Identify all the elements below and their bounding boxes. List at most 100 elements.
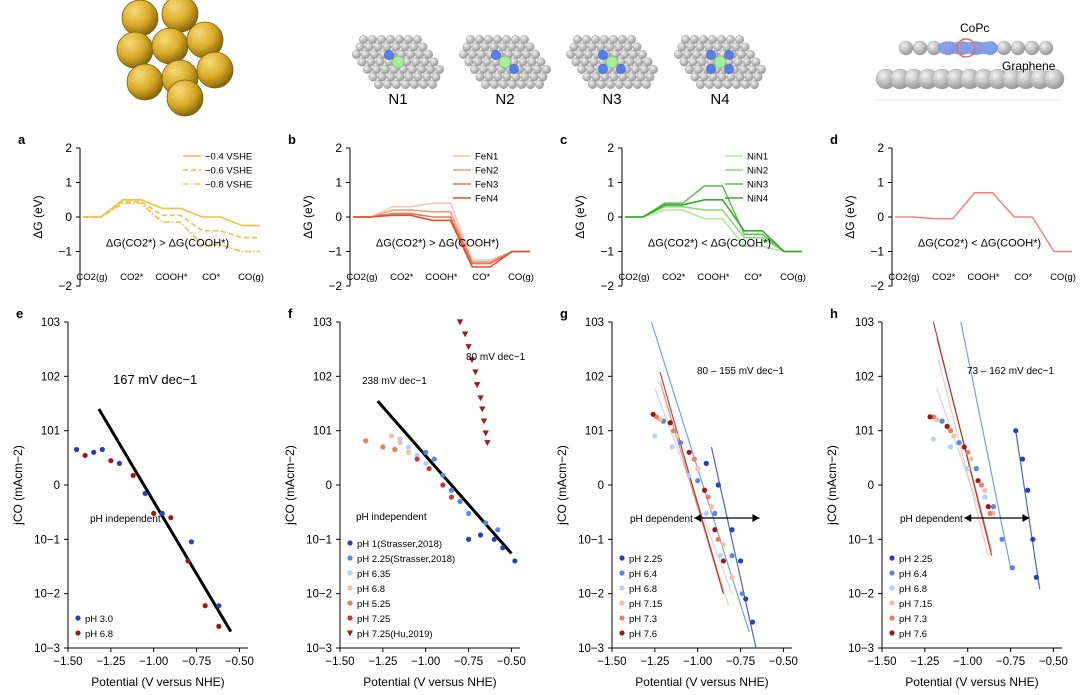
y-tick-label: 10−1 bbox=[848, 534, 874, 546]
y-tick-label: 102 bbox=[313, 371, 332, 383]
carbon-atom bbox=[522, 50, 531, 59]
carbon-atom bbox=[681, 35, 690, 44]
y-tick-label: −2 bbox=[328, 279, 342, 293]
carbon-atom bbox=[714, 80, 723, 89]
legend-marker bbox=[347, 570, 353, 576]
y-tick-label: 10−3 bbox=[306, 643, 332, 655]
carbon-atom bbox=[355, 42, 365, 52]
panel-letter: b bbox=[288, 132, 296, 147]
legend-marker bbox=[619, 600, 625, 606]
fit-line bbox=[650, 321, 750, 632]
carbon-atom bbox=[627, 72, 637, 82]
data-point bbox=[973, 466, 979, 472]
carbon-atom bbox=[493, 72, 503, 82]
fit-line bbox=[1015, 430, 1041, 590]
copc-atom bbox=[912, 40, 928, 56]
data-point bbox=[737, 558, 744, 564]
x-tick-label: −0.50 bbox=[497, 656, 526, 668]
y-tick-label: −1 bbox=[600, 245, 614, 259]
data-point bbox=[457, 498, 463, 504]
data-point bbox=[985, 504, 991, 510]
data-point bbox=[456, 319, 464, 326]
carbon-atom bbox=[517, 80, 526, 89]
data-point bbox=[142, 490, 148, 497]
carbon-atom bbox=[377, 72, 387, 82]
legend-marker bbox=[347, 600, 353, 606]
carbon-atom bbox=[609, 72, 619, 82]
data-point bbox=[990, 504, 997, 510]
carbon-atom bbox=[507, 42, 517, 52]
carbon-atom bbox=[618, 35, 627, 44]
carbon-atom bbox=[531, 50, 540, 59]
carbon-atom bbox=[417, 65, 426, 74]
carbon-atom bbox=[615, 80, 624, 89]
carbon-atom bbox=[708, 35, 717, 44]
legend-label: −0.4 VSHE bbox=[205, 152, 252, 163]
carbon-atom bbox=[566, 50, 575, 59]
fit-line bbox=[97, 408, 233, 633]
category-label: CO2* bbox=[120, 272, 144, 283]
y-axis-label: ΔG (eV) bbox=[843, 195, 857, 238]
carbon-atom bbox=[386, 72, 396, 82]
y-tick-label: 102 bbox=[855, 371, 874, 383]
ph-arrow-head-right bbox=[752, 514, 760, 522]
nitrogen-atom bbox=[384, 50, 394, 60]
data-point bbox=[1030, 536, 1036, 542]
slope-annotation: 80 mV dec−1 bbox=[466, 352, 526, 363]
y-axis-label: jCO (mAcm−2) bbox=[555, 445, 569, 526]
carbon-atom bbox=[377, 35, 386, 44]
data-point bbox=[715, 482, 721, 488]
carbon-atom bbox=[627, 35, 636, 44]
carbon-atom bbox=[740, 42, 750, 52]
y-tick-label: 103 bbox=[41, 317, 60, 329]
annotation: ΔG(CO2*) < ΔG(COOH*) bbox=[648, 237, 771, 249]
y-tick-label: 10−2 bbox=[578, 589, 604, 601]
y-tick-label: 102 bbox=[41, 371, 60, 383]
carbon-atom bbox=[529, 72, 539, 82]
legend-label: NiN4 bbox=[747, 194, 768, 205]
carbon-atom bbox=[368, 35, 377, 44]
data-point bbox=[461, 331, 469, 338]
legend-marker bbox=[347, 630, 353, 637]
charts-layer: −2 −1 0 1 2 ΔG (eV) a CO2(g) CO2* COOH* CO* CO(g) −0… bbox=[11, 132, 1076, 689]
panel-d: −2 −1 0 1 2 ΔG (eV) d CO2(g) CO2* COOH* CO* CO(g) ΔG… bbox=[830, 132, 1076, 293]
legend-label: NiN1 bbox=[747, 152, 768, 163]
y-tick-label: −1 bbox=[870, 245, 884, 259]
carbon-atom bbox=[638, 50, 647, 59]
carbon-atom bbox=[413, 72, 423, 82]
carbon-atom bbox=[618, 72, 628, 82]
carbon-atom bbox=[679, 57, 689, 67]
legend-label: pH 6.35 bbox=[357, 569, 390, 580]
data-point bbox=[414, 452, 420, 459]
carbon-atom bbox=[466, 35, 475, 44]
carbon-atom bbox=[605, 42, 615, 52]
carbon-atom bbox=[468, 50, 477, 59]
carbon-atom bbox=[744, 72, 754, 82]
data-point bbox=[674, 433, 680, 439]
carbon-atom bbox=[571, 57, 581, 67]
copc-atom bbox=[1038, 40, 1054, 56]
legend-label: pH 7.3 bbox=[629, 614, 657, 625]
y-tick-label: 10−1 bbox=[34, 534, 60, 546]
legend-label: pH 7.15 bbox=[629, 599, 662, 610]
graphene-label: Graphene bbox=[1002, 59, 1056, 73]
carbon-atom bbox=[748, 65, 757, 74]
carbon-atom bbox=[577, 65, 586, 74]
y-tick-label: 101 bbox=[41, 426, 60, 438]
panel-e: 10−3 10−2 10−1 0 101 102 103 −1.50 −1.25 −1.00 −0.… bbox=[11, 306, 254, 689]
carbon-atom bbox=[511, 72, 521, 82]
series-line bbox=[83, 200, 260, 239]
carbon-atom bbox=[535, 80, 544, 89]
carbon-atom bbox=[597, 80, 606, 89]
data-point bbox=[956, 440, 962, 446]
y-tick-label: −2 bbox=[600, 279, 614, 293]
legend-marker bbox=[889, 600, 895, 606]
carbon-atom bbox=[392, 80, 401, 89]
data-point bbox=[405, 449, 412, 455]
x-tick-label: −0.75 bbox=[996, 656, 1025, 668]
x-tick-label: −1.00 bbox=[953, 656, 982, 668]
data-point bbox=[1025, 487, 1031, 493]
carbon-atom bbox=[609, 35, 618, 44]
carbon-atom bbox=[516, 42, 526, 52]
